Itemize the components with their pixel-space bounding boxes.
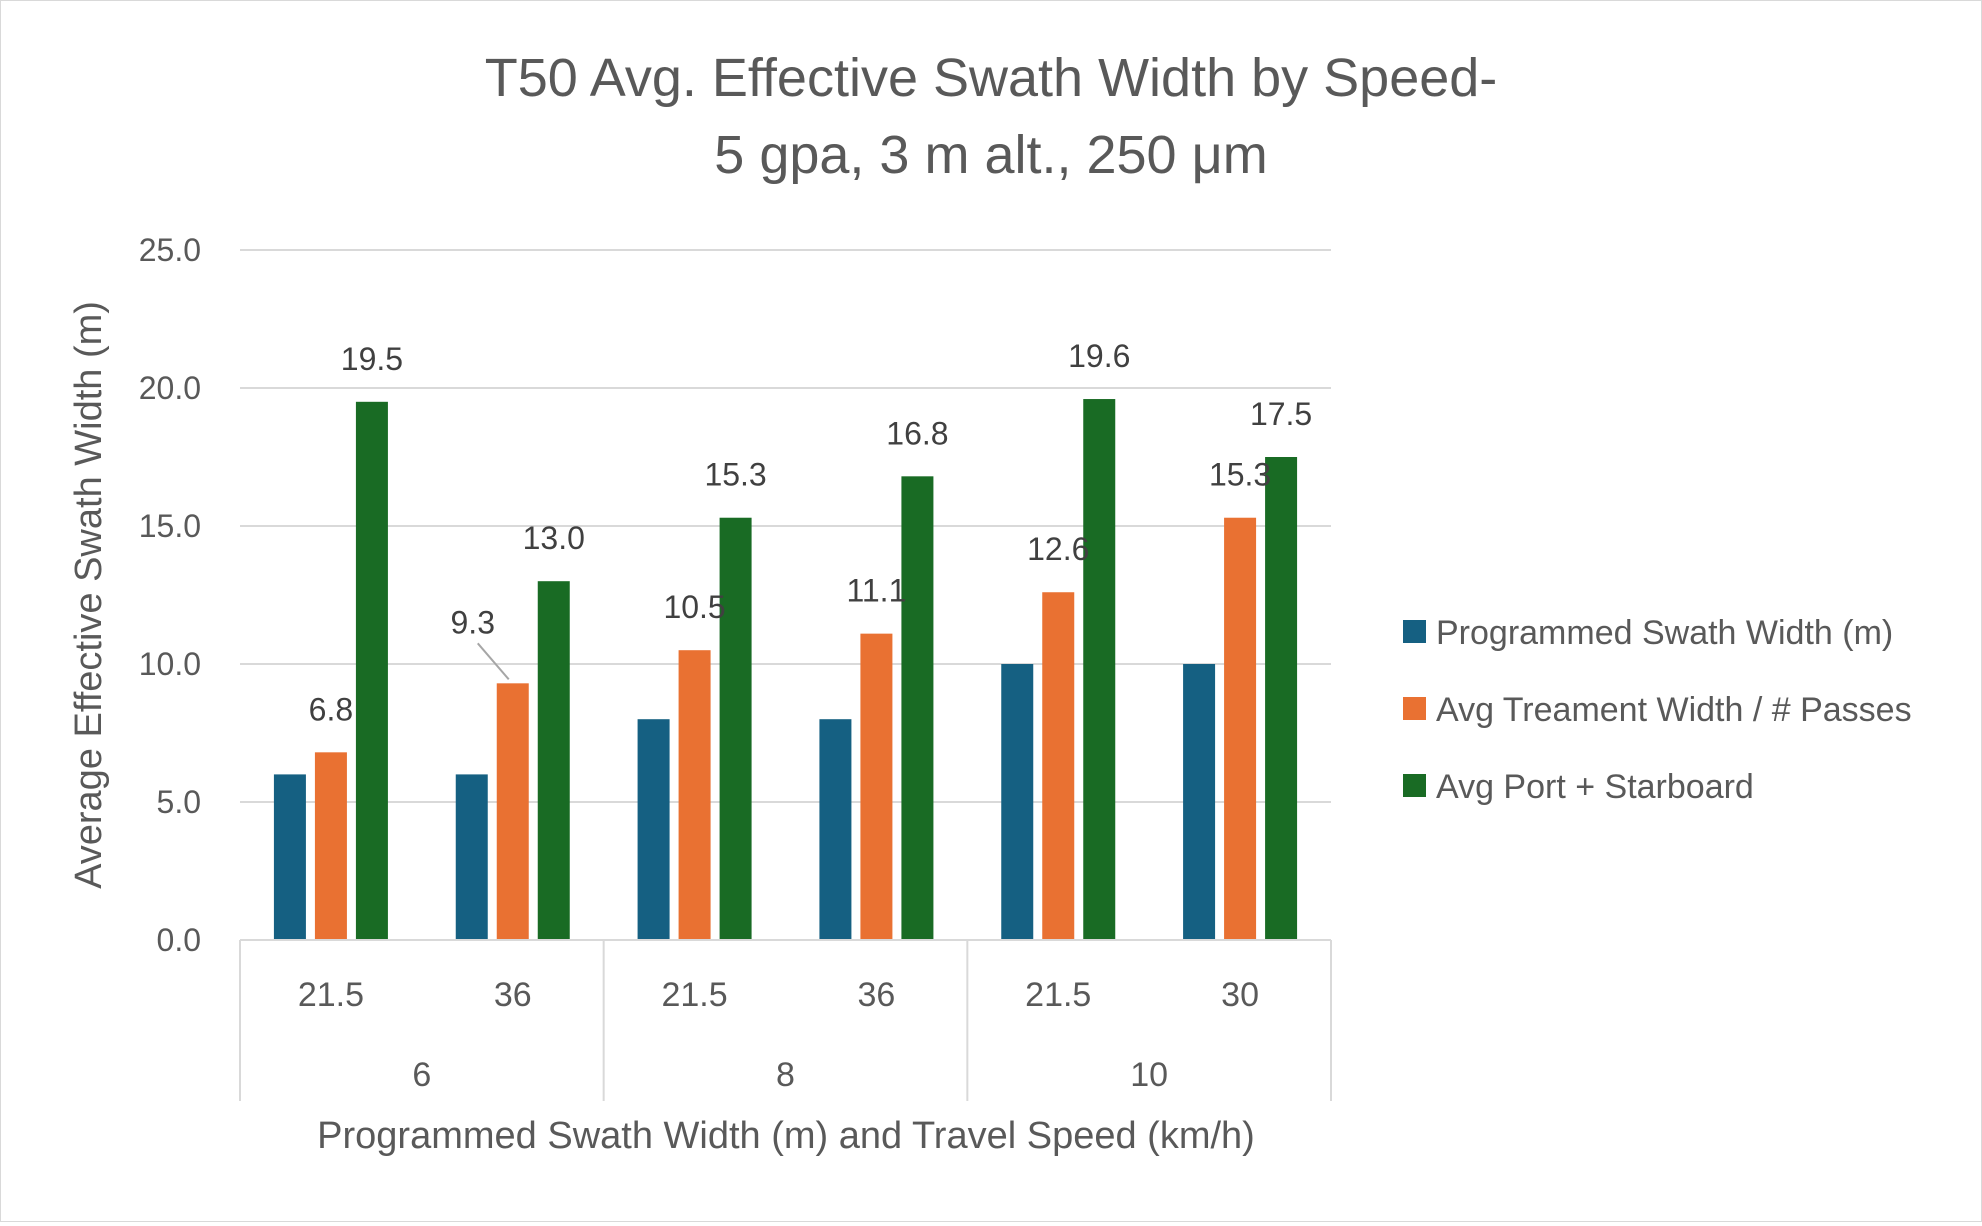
legend-item: Avg Treament Width / # Passes xyxy=(1403,691,1912,729)
bar-1 xyxy=(1183,664,1216,940)
y-tick-label: 25.0 xyxy=(139,232,201,268)
x-tick-label: 30 xyxy=(1221,976,1259,1014)
legend-label: Avg Port + Starboard xyxy=(1436,768,1754,806)
y-tick-label: 15.0 xyxy=(139,508,201,544)
x-tick-label: 36 xyxy=(858,976,896,1014)
data-label: 15.3 xyxy=(704,457,766,493)
bar-2 xyxy=(1042,592,1075,940)
legend-swatch xyxy=(1403,697,1426,720)
bar-2 xyxy=(496,683,529,940)
bar-2 xyxy=(314,752,347,940)
legend-label: Avg Treament Width / # Passes xyxy=(1436,691,1912,729)
y-axis-title: Average Effective Swath Width (m) xyxy=(68,301,110,889)
bar-3 xyxy=(1083,399,1116,940)
chart-title-line-2: 5 gpa, 3 m alt., 250 μm xyxy=(714,125,1267,185)
data-label: 19.6 xyxy=(1068,338,1130,374)
data-label: 9.3 xyxy=(451,604,495,640)
data-label: 10.5 xyxy=(663,589,725,625)
data-label: 15.3 xyxy=(1209,457,1271,493)
x-tick-label: 21.5 xyxy=(298,976,364,1014)
bar-3 xyxy=(537,581,570,940)
bar-2 xyxy=(678,650,711,940)
x-group-label: 10 xyxy=(1130,1056,1168,1094)
legend-item: Avg Port + Starboard xyxy=(1403,768,1754,806)
chart-title-line-1: T50 Avg. Effective Swath Width by Speed- xyxy=(485,48,1498,108)
y-tick-label: 0.0 xyxy=(157,922,201,958)
x-axis-title: Programmed Swath Width (m) and Travel Sp… xyxy=(317,1115,1255,1157)
bar-3 xyxy=(1265,457,1298,940)
y-tick-label: 5.0 xyxy=(157,784,201,820)
x-group-label: 6 xyxy=(412,1056,431,1094)
data-label: 13.0 xyxy=(523,520,585,556)
data-label: 6.8 xyxy=(309,691,353,727)
bar-2 xyxy=(860,633,893,940)
bars xyxy=(273,399,1298,940)
data-label: 12.6 xyxy=(1027,531,1089,567)
bar-3 xyxy=(719,517,752,940)
legend-label: Programmed Swath Width (m) xyxy=(1436,614,1893,652)
x-tick-label: 21.5 xyxy=(1025,976,1091,1014)
legend-swatch xyxy=(1403,774,1426,797)
x-tick-label: 21.5 xyxy=(661,976,727,1014)
bar-1 xyxy=(455,774,488,940)
bar-1 xyxy=(819,719,852,940)
data-label: 19.5 xyxy=(341,341,403,377)
legend-item: Programmed Swath Width (m) xyxy=(1403,614,1893,652)
y-tick-label: 20.0 xyxy=(139,370,201,406)
legend-swatch xyxy=(1403,620,1426,643)
bar-1 xyxy=(637,719,670,940)
bar-1 xyxy=(1001,664,1034,940)
data-label: 11.1 xyxy=(846,573,906,609)
y-tick-label: 10.0 xyxy=(139,646,201,682)
x-group-label: 8 xyxy=(776,1056,795,1094)
y-axis-ticks: 0.0 5.0 10.0 15.0 20.0 25.0 xyxy=(139,232,201,958)
gridlines xyxy=(240,249,1331,803)
bar-3 xyxy=(355,401,388,940)
legend: Programmed Swath Width (m) Avg Treament W… xyxy=(1403,614,1912,806)
leader-line xyxy=(476,642,510,680)
x-tick-label: 36 xyxy=(494,976,532,1014)
data-label: 16.8 xyxy=(886,415,948,451)
data-labels: 6.8 19.5 9.3 13.0 10.5 15.3 11.1 16.8 12.6 19.6 15… xyxy=(309,338,1313,727)
data-label: 17.5 xyxy=(1250,396,1312,432)
bar-2 xyxy=(1224,517,1257,940)
bar-3 xyxy=(901,476,934,940)
bar-1 xyxy=(273,774,306,940)
x-axis: 21.5 36 21.5 36 21.5 30 6 8 10 xyxy=(239,939,1332,1101)
